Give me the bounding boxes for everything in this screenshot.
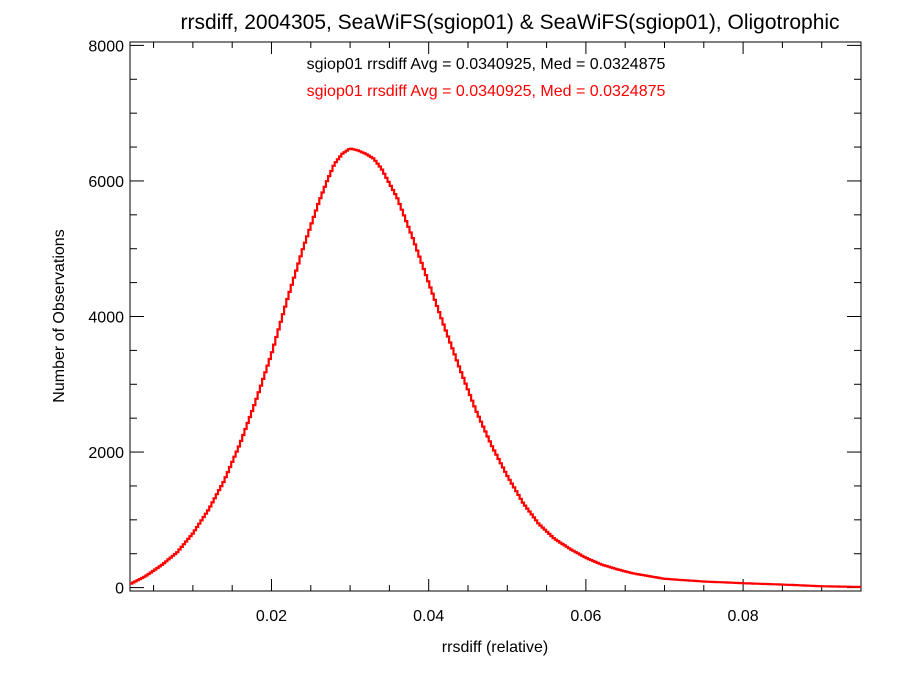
y-tick-label: 2000: [88, 445, 124, 462]
x-axis-label: rrsdiff (relative): [442, 639, 548, 656]
histogram-line: [130, 147, 861, 588]
y-tick-label: 8000: [88, 38, 124, 55]
x-tick-label: 0.06: [570, 608, 601, 625]
plot-frame: [129, 41, 862, 592]
y-axis-label: Number of Observations: [51, 229, 68, 402]
chart-title: rrsdiff, 2004305, SeaWiFS(sgiop01) & Sea…: [180, 11, 839, 34]
x-axis: 0.02 0.04 0.06 0.08: [153, 42, 823, 625]
annotation-black: sgiop01 rrsdiff Avg = 0.0340925, Med = 0…: [307, 56, 666, 73]
y-tick-label: 0: [115, 581, 124, 598]
annotation-red: sgiop01 rrsdiff Avg = 0.0340925, Med = 0…: [307, 83, 666, 100]
x-tick-label: 0.02: [256, 608, 287, 625]
series-layer: [130, 147, 861, 588]
x-tick-label: 0.04: [413, 608, 444, 625]
y-tick-label: 4000: [88, 310, 124, 327]
y-tick-label: 6000: [88, 174, 124, 191]
x-tick-label: 0.08: [728, 608, 759, 625]
